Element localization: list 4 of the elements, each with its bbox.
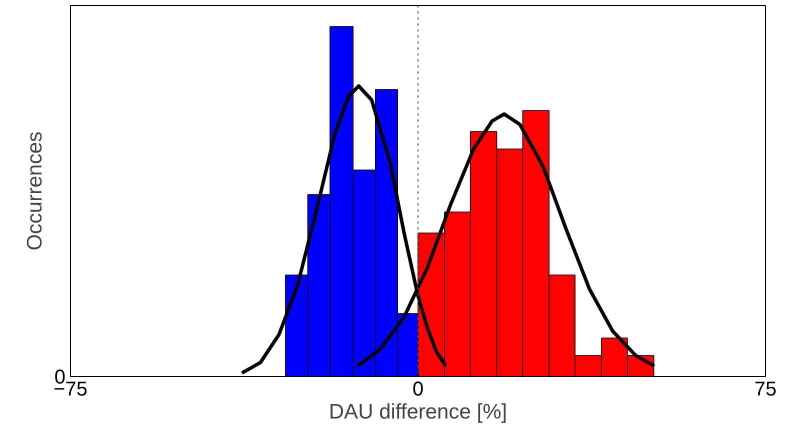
x-tick-label: 75 (754, 378, 777, 400)
x-axis-title: DAU difference [%] (328, 400, 508, 424)
x-tick-label: 0 (412, 378, 424, 400)
y-axis-title: Occurrences (23, 131, 46, 251)
